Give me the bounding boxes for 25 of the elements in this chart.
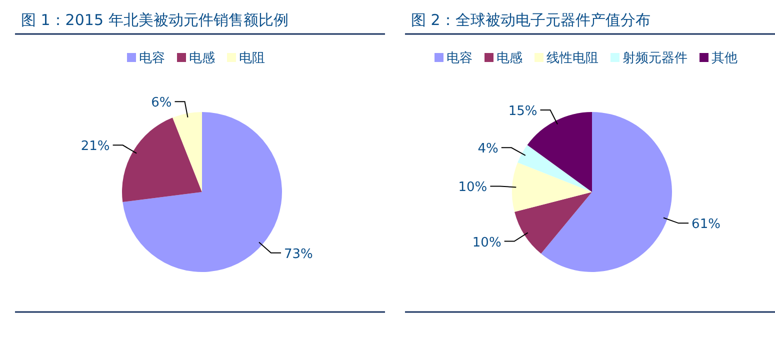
pie-slice (512, 162, 592, 212)
pie-slice (122, 112, 282, 272)
pie-slice (172, 112, 202, 192)
legend-label: 电感 (496, 51, 522, 66)
data-label: 6% (151, 96, 172, 111)
legend-label: 电阻 (239, 51, 265, 66)
legend-label: 线性电阻 (546, 51, 598, 66)
pie-slice (122, 118, 202, 202)
legend-label: 电容 (446, 50, 472, 66)
legend-label: 电感 (189, 51, 215, 66)
data-label: 21% (80, 139, 110, 154)
legend-label: 射频元器件 (622, 51, 688, 66)
data-label: 73% (284, 246, 313, 262)
data-label: 10% (472, 235, 502, 250)
data-label: 10% (458, 180, 488, 196)
data-label: 15% (508, 104, 538, 120)
pie-slice (514, 192, 592, 254)
legend-label: 其他 (712, 51, 738, 66)
pie-slice (541, 112, 672, 272)
data-label: 4% (478, 142, 498, 157)
data-label: 61% (692, 217, 720, 232)
chart-title: 图 2：全球被动电子元器件产值分布 (411, 11, 650, 29)
chart-title: 图 1：2015 年北美被动元件销售额比例 (21, 11, 288, 29)
pie-slice (518, 144, 592, 192)
legend-label: 电容 (139, 50, 165, 66)
